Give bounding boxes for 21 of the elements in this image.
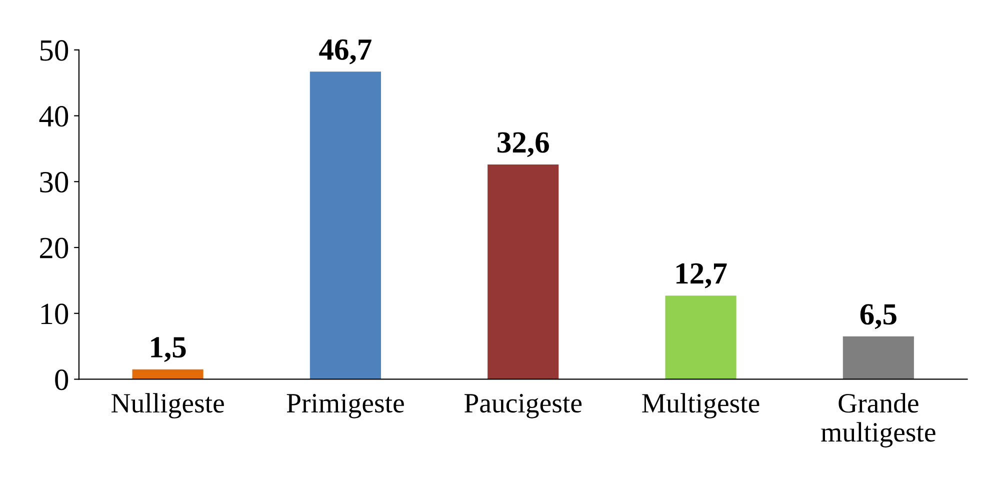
bar bbox=[842, 336, 914, 380]
data-label: 12,7 bbox=[676, 263, 727, 288]
y-tick-label: 0 bbox=[55, 370, 68, 390]
y-tick-label: 10 bbox=[41, 304, 68, 324]
bar bbox=[488, 164, 559, 380]
x-tick-label: Grande multigeste bbox=[821, 393, 936, 448]
bar bbox=[665, 296, 736, 380]
y-tick-label: 40 bbox=[39, 106, 68, 127]
data-label: 32,6 bbox=[498, 132, 549, 158]
data-label: 6,5 bbox=[860, 304, 896, 330]
data-label: 1,5 bbox=[151, 337, 186, 362]
x-tick-label: Nulligeste bbox=[112, 393, 224, 418]
y-tick-label: 20 bbox=[40, 238, 68, 258]
x-tick-label: Primigeste bbox=[286, 394, 404, 418]
bar bbox=[132, 369, 204, 380]
x-tick-label: Multigeste bbox=[642, 393, 760, 418]
x-tick-label: Paucigeste bbox=[464, 394, 582, 418]
y-tick-label: 50 bbox=[40, 40, 68, 61]
y-tick-label: 30 bbox=[40, 172, 68, 193]
data-label: 46,7 bbox=[319, 39, 372, 64]
bar bbox=[310, 72, 381, 380]
